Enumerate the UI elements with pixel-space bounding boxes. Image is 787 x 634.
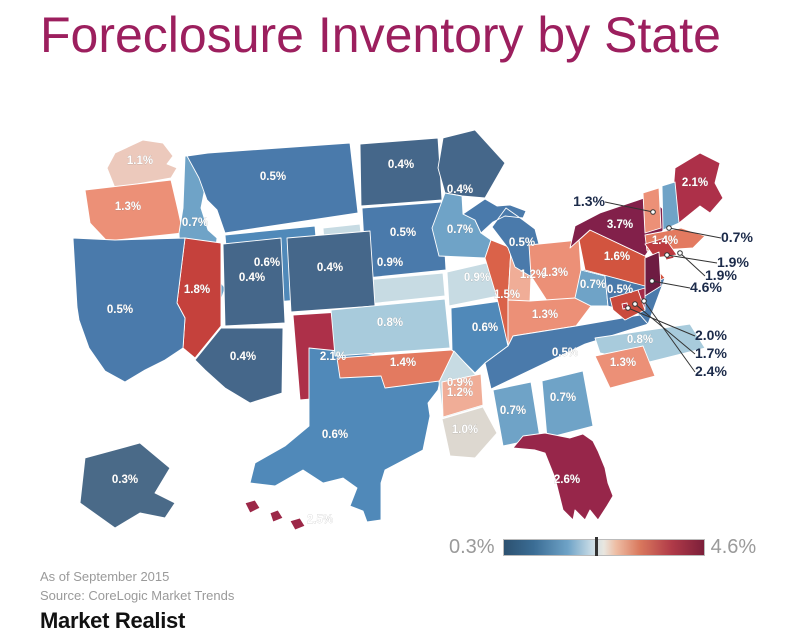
svg-text:1.3%: 1.3% xyxy=(532,309,558,321)
svg-text:0.5%: 0.5% xyxy=(260,171,286,183)
svg-text:1.3%: 1.3% xyxy=(610,357,636,369)
svg-text:0.5%: 0.5% xyxy=(390,227,416,239)
svg-text:0.7%: 0.7% xyxy=(500,405,526,417)
svg-text:1.4%: 1.4% xyxy=(652,235,678,247)
svg-text:1.2%: 1.2% xyxy=(447,387,473,399)
svg-text:1.8%: 1.8% xyxy=(184,284,210,296)
svg-text:3.7%: 3.7% xyxy=(607,219,633,231)
svg-text:1.0%: 1.0% xyxy=(452,424,478,436)
svg-text:0.3%: 0.3% xyxy=(112,474,138,486)
svg-text:0.4%: 0.4% xyxy=(447,184,473,196)
svg-text:0.4%: 0.4% xyxy=(388,159,414,171)
svg-text:2.6%: 2.6% xyxy=(554,474,580,486)
svg-text:0.4%: 0.4% xyxy=(239,272,265,284)
svg-text:0.6%: 0.6% xyxy=(322,429,348,441)
svg-text:4.6%: 4.6% xyxy=(690,279,722,295)
svg-text:1.5%: 1.5% xyxy=(494,289,520,301)
svg-text:0.6%: 0.6% xyxy=(254,257,280,269)
svg-text:2.4%: 2.4% xyxy=(695,363,727,379)
svg-text:1.3%: 1.3% xyxy=(115,201,141,213)
svg-text:1.1%: 1.1% xyxy=(127,155,153,167)
svg-text:0.7%: 0.7% xyxy=(721,229,753,245)
svg-text:0.4%: 0.4% xyxy=(230,351,256,363)
svg-text:0.5%: 0.5% xyxy=(607,284,633,296)
svg-text:1.4%: 1.4% xyxy=(390,357,416,369)
svg-text:0.9%: 0.9% xyxy=(377,257,403,269)
svg-text:1.6%: 1.6% xyxy=(604,251,630,263)
svg-text:1.3%: 1.3% xyxy=(542,267,568,279)
svg-text:0.7%: 0.7% xyxy=(182,217,208,229)
svg-text:2.1%: 2.1% xyxy=(320,351,346,363)
svg-text:0.8%: 0.8% xyxy=(627,334,653,346)
svg-text:0.6%: 0.6% xyxy=(472,322,498,334)
svg-text:0.7%: 0.7% xyxy=(580,279,606,291)
svg-text:0.5%: 0.5% xyxy=(552,347,578,359)
svg-text:0.5%: 0.5% xyxy=(107,304,133,316)
svg-text:0.4%: 0.4% xyxy=(317,262,343,274)
svg-text:0.7%: 0.7% xyxy=(550,392,576,404)
svg-text:1.3%: 1.3% xyxy=(573,193,605,209)
svg-text:2.1%: 2.1% xyxy=(682,177,708,189)
svg-text:2.0%: 2.0% xyxy=(695,327,727,343)
svg-text:2.5%: 2.5% xyxy=(307,514,333,526)
svg-text:0.9%: 0.9% xyxy=(464,272,490,284)
svg-text:0.5%: 0.5% xyxy=(509,237,535,249)
svg-text:0.7%: 0.7% xyxy=(447,224,473,236)
svg-text:0.8%: 0.8% xyxy=(377,317,403,329)
svg-text:1.7%: 1.7% xyxy=(695,345,727,361)
